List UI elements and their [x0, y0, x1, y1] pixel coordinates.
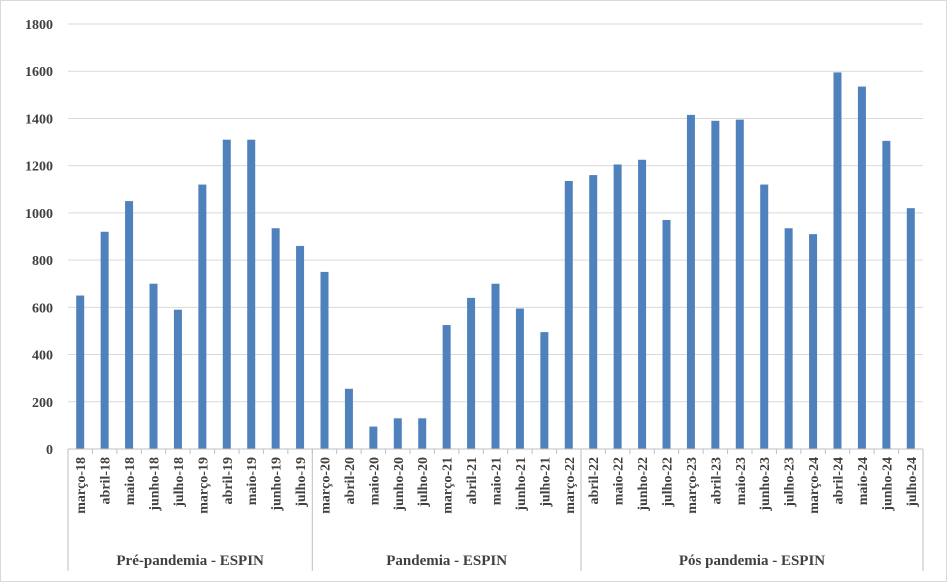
x-tick-label: maio-21 — [490, 457, 505, 505]
y-tick-label: 800 — [32, 254, 53, 269]
x-tick-label: junho-21 — [514, 457, 529, 512]
x-tick-label: abril-21 — [465, 457, 480, 504]
bar — [125, 201, 134, 449]
x-tick-label: abril-18 — [99, 457, 114, 504]
bar — [173, 309, 182, 449]
x-tick-label: junho-18 — [148, 457, 163, 512]
x-tick-label: junho-22 — [636, 457, 651, 512]
bar — [809, 234, 818, 449]
y-tick-label: 1800 — [25, 18, 53, 33]
y-axis-ticks: 0 200 400 600 800 1000 1200 1400 1600 1800 — [25, 18, 53, 458]
y-tick-label: 400 — [32, 349, 53, 364]
group-labels: Pré-pandemia - ESPIN Pandemia - ESPIN Pós … — [116, 553, 825, 569]
group-label: Pré-pandemia - ESPIN — [116, 553, 264, 569]
bar — [833, 72, 842, 450]
group-label: Pandemia - ESPIN — [386, 553, 507, 569]
bar — [711, 120, 720, 450]
y-tick-label: 1000 — [25, 207, 53, 222]
x-axis — [67, 448, 924, 571]
x-tick-label: março-18 — [74, 457, 89, 514]
x-tick-label: julho-20 — [416, 457, 431, 508]
bar — [149, 283, 158, 449]
bar — [882, 140, 891, 449]
bar — [735, 119, 744, 449]
x-tick-label: junho-20 — [392, 457, 407, 512]
bar — [320, 271, 329, 449]
y-tick-label: 1200 — [25, 160, 53, 175]
bar — [76, 295, 85, 449]
bar — [271, 228, 280, 449]
x-tick-label: maio-18 — [123, 457, 138, 505]
x-tick-label: maio-20 — [367, 457, 382, 505]
x-tick-label: julho-18 — [172, 457, 187, 508]
x-tick-label: maio-19 — [245, 457, 260, 505]
y-tick-label: 600 — [32, 301, 53, 316]
bar — [638, 159, 647, 449]
x-tick-label: abril-20 — [343, 457, 358, 504]
x-tick-label: julho-19 — [294, 457, 309, 508]
x-tick-label: julho-23 — [783, 457, 798, 508]
x-tick-label: abril-24 — [832, 457, 847, 504]
y-tick-label: 200 — [32, 396, 53, 411]
y-tick-label: 1400 — [25, 112, 53, 127]
x-axis-ticks: março-18 abril-18 maio-18 junho-18 julho-18 m… — [74, 457, 920, 514]
bar — [686, 114, 695, 450]
bar — [247, 139, 256, 449]
x-tick-label: abril-22 — [587, 457, 602, 504]
bar — [784, 228, 793, 449]
group-label: Pós pandemia - ESPIN — [679, 553, 825, 569]
bar — [613, 164, 622, 449]
x-tick-label: junho-19 — [270, 457, 285, 512]
bar — [467, 297, 476, 449]
bar — [442, 325, 451, 449]
x-tick-label: março-20 — [319, 457, 334, 514]
bar — [857, 86, 866, 449]
x-tick-label: junho-24 — [880, 457, 895, 512]
bar — [418, 418, 427, 449]
bar — [393, 418, 402, 449]
x-tick-label: julho-24 — [905, 457, 920, 508]
y-tick-label: 0 — [46, 443, 53, 458]
y-tick-label: 1600 — [25, 65, 53, 80]
x-tick-label: março-22 — [563, 457, 578, 514]
x-tick-label: maio-23 — [734, 457, 749, 505]
bar — [906, 208, 915, 449]
bar — [540, 332, 549, 449]
x-tick-label: março-19 — [196, 457, 211, 514]
gridlines — [68, 23, 923, 403]
bar — [515, 308, 524, 449]
bar — [760, 184, 769, 450]
bar — [222, 139, 231, 449]
x-tick-label: maio-22 — [612, 457, 627, 505]
bar — [198, 184, 207, 450]
x-tick-label: abril-19 — [221, 457, 236, 504]
bar — [344, 388, 353, 449]
x-tick-label: março-24 — [807, 457, 822, 514]
x-tick-label: março-21 — [441, 457, 456, 514]
x-tick-label: julho-22 — [661, 457, 676, 508]
x-tick-label: junho-23 — [758, 457, 773, 512]
bar — [296, 245, 305, 449]
bar — [662, 219, 671, 449]
bar — [100, 231, 109, 449]
x-tick-label: julho-21 — [538, 457, 553, 508]
x-tick-label: abril-23 — [709, 457, 724, 504]
bars — [76, 72, 915, 450]
x-tick-label: maio-24 — [856, 457, 871, 505]
bar — [589, 175, 598, 449]
bar — [491, 283, 500, 449]
bar — [369, 426, 378, 449]
bar — [564, 181, 573, 449]
x-tick-label: março-23 — [685, 457, 700, 514]
